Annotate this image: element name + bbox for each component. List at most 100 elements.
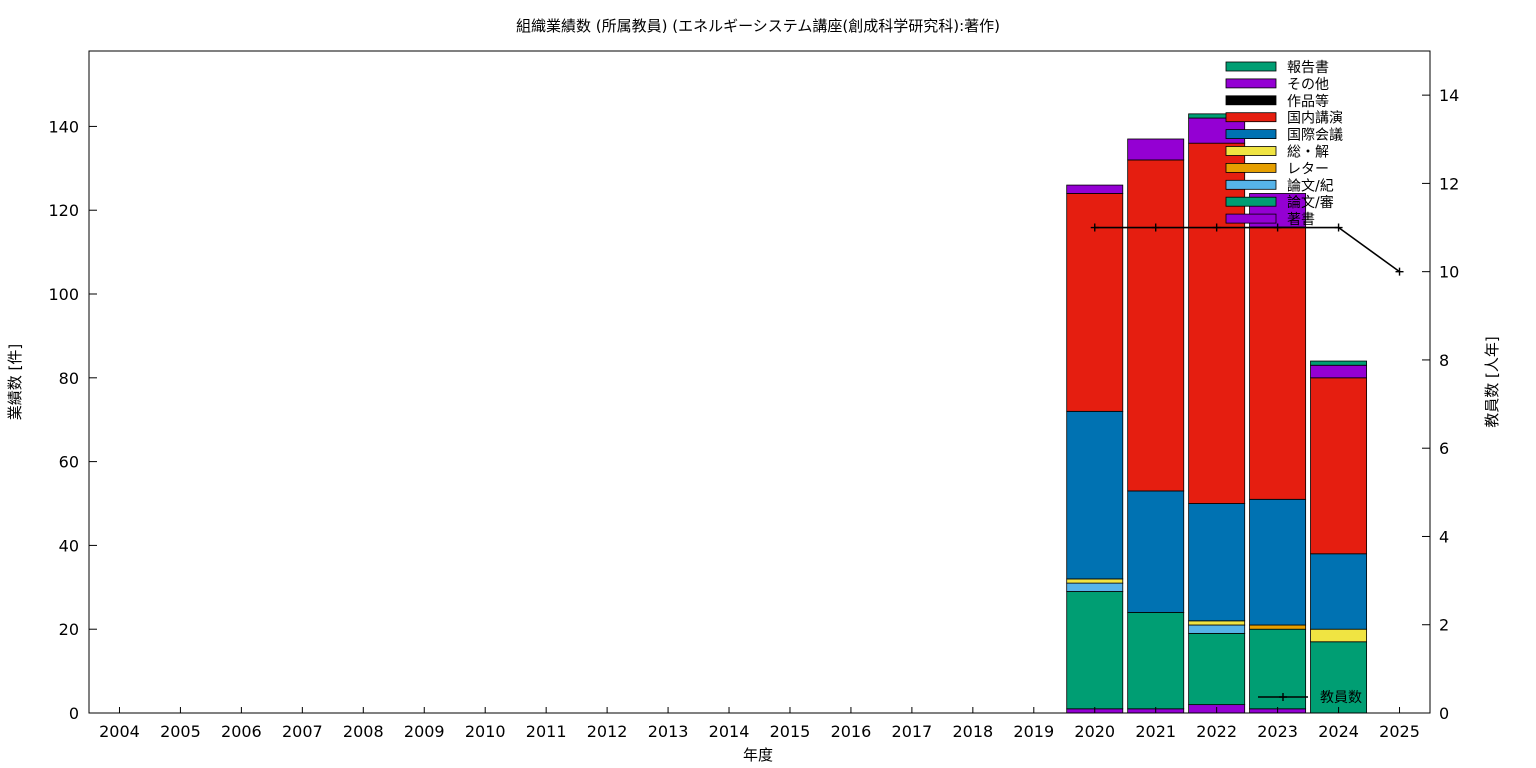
bar-segment-2023-3 bbox=[1249, 624, 1307, 630]
bar-segment-2023-1 bbox=[1249, 628, 1307, 710]
y2-tick-label-4: 4 bbox=[1439, 527, 1449, 546]
line-point-2023 bbox=[1273, 223, 1282, 232]
line-point-2024 bbox=[1334, 223, 1343, 232]
bar-segment-2023-5 bbox=[1249, 498, 1307, 626]
x-tick-label-2015: 2015 bbox=[770, 722, 811, 741]
y2-tick-label-10: 10 bbox=[1439, 263, 1459, 282]
bars-layer bbox=[1066, 113, 1368, 714]
line-point-2020 bbox=[1090, 223, 1099, 232]
line-layer bbox=[1090, 223, 1404, 276]
bar-segment-2024-9 bbox=[1310, 360, 1368, 366]
legend-swatch-1 bbox=[1225, 78, 1277, 89]
chart-title: 組織業績数 (所属教員) (エネルギーシステム講座(創成科学研究科):著作) bbox=[516, 17, 1000, 35]
x-tick-label-2014: 2014 bbox=[709, 722, 750, 741]
legend-swatch-5 bbox=[1225, 146, 1277, 156]
legend-line-label: 教員数 bbox=[1320, 690, 1362, 706]
legend-line-marker bbox=[1279, 693, 1287, 701]
y2-axis-label: 教員数 [人年] bbox=[1483, 336, 1501, 427]
x-tick-label-2006: 2006 bbox=[221, 722, 262, 741]
legend-swatch-8 bbox=[1225, 196, 1277, 207]
bar-segment-2024-6 bbox=[1310, 377, 1368, 555]
legend-label-5: 総・解 bbox=[1287, 145, 1329, 161]
x-tick-label-2018: 2018 bbox=[952, 722, 993, 741]
y-axis-label: 業績数 [件] bbox=[6, 344, 24, 420]
legend-label-0: 報告書 bbox=[1287, 60, 1329, 76]
bar-segment-2023-6 bbox=[1249, 226, 1307, 500]
legend-label-1: その他 bbox=[1287, 77, 1329, 93]
x-tick-label-2022: 2022 bbox=[1196, 722, 1237, 741]
x-tick-label-2010: 2010 bbox=[465, 722, 506, 741]
legend-swatch-6 bbox=[1225, 162, 1277, 173]
bar-segment-2022-4 bbox=[1188, 620, 1246, 626]
y-tick-label-100: 100 bbox=[48, 285, 79, 304]
line-point-2021 bbox=[1151, 223, 1160, 232]
x-tick-label-2011: 2011 bbox=[526, 722, 567, 741]
x-tick-label-2025: 2025 bbox=[1379, 722, 1420, 741]
bar-segment-2020-2 bbox=[1066, 582, 1124, 592]
bar-segment-2020-1 bbox=[1066, 591, 1124, 710]
bar-segment-2021-1 bbox=[1127, 612, 1185, 710]
x-tick-label-2020: 2020 bbox=[1074, 722, 1115, 741]
y2-tick-label-14: 14 bbox=[1439, 86, 1459, 105]
x-tick-label-2023: 2023 bbox=[1257, 722, 1298, 741]
bar-segment-2024-4 bbox=[1310, 628, 1368, 643]
bar-segment-2024-8 bbox=[1310, 364, 1368, 379]
bar-segment-2021-8 bbox=[1127, 138, 1185, 161]
x-tick-label-2004: 2004 bbox=[99, 722, 140, 741]
legend-label-9: 著書 bbox=[1287, 212, 1315, 228]
legend-label-2: 作品等 bbox=[1287, 93, 1329, 110]
x-tick-label-2013: 2013 bbox=[648, 722, 689, 741]
bar-segment-2022-2 bbox=[1188, 624, 1246, 634]
y-tick-label-120: 120 bbox=[48, 201, 79, 220]
legend-label-6: レター bbox=[1287, 161, 1329, 177]
x-tick-label-2008: 2008 bbox=[343, 722, 384, 741]
bar-segment-2024-1 bbox=[1310, 641, 1368, 714]
y-tick-label-140: 140 bbox=[48, 117, 79, 136]
bar-segment-2020-8 bbox=[1066, 184, 1124, 194]
legend-label-8: 論文/審 bbox=[1287, 195, 1334, 211]
x-tick-label-2012: 2012 bbox=[587, 722, 628, 741]
legend-swatch-7 bbox=[1225, 179, 1277, 190]
plot-frame bbox=[88, 50, 1431, 714]
y-tick-label-60: 60 bbox=[59, 453, 79, 472]
bar-segment-2022-1 bbox=[1188, 632, 1246, 706]
y-tick-label-80: 80 bbox=[59, 369, 79, 388]
y2-tick-label-12: 12 bbox=[1439, 174, 1459, 193]
y2-tick-label-6: 6 bbox=[1439, 439, 1449, 458]
legend-swatch-9 bbox=[1225, 213, 1277, 224]
line-point-2022 bbox=[1212, 223, 1221, 232]
x-tick-label-2009: 2009 bbox=[404, 722, 445, 741]
axes-layer: 0 20 40 60 80 100 120 140 0 2 4 6 8 10 12 14 2004 2005 200… bbox=[48, 50, 1459, 741]
line-series-path bbox=[1094, 226, 1400, 273]
legend-swatch-4 bbox=[1225, 129, 1277, 140]
bar-segment-2024-5 bbox=[1310, 553, 1368, 630]
x-tick-label-2021: 2021 bbox=[1135, 722, 1176, 741]
x-tick-label-2005: 2005 bbox=[160, 722, 201, 741]
x-tick-label-2024: 2024 bbox=[1318, 722, 1359, 741]
legend-label-4: 国際会議 bbox=[1287, 127, 1343, 144]
bar-segment-2020-4 bbox=[1066, 578, 1124, 584]
legend-label-7: 論文/紀 bbox=[1287, 178, 1334, 194]
x-tick-label-2019: 2019 bbox=[1013, 722, 1054, 741]
y2-tick-label-0: 0 bbox=[1439, 704, 1449, 723]
legend-swatch-0 bbox=[1225, 61, 1277, 72]
y-tick-label-20: 20 bbox=[59, 620, 79, 639]
bar-segment-2020-5 bbox=[1066, 410, 1124, 580]
y-tick-label-40: 40 bbox=[59, 536, 79, 555]
x-tick-label-2016: 2016 bbox=[831, 722, 872, 741]
bar-segment-2021-5 bbox=[1127, 490, 1185, 613]
y2-tick-label-2: 2 bbox=[1439, 616, 1449, 635]
x-tick-label-2017: 2017 bbox=[892, 722, 933, 741]
legend-label-3: 国内講演 bbox=[1287, 111, 1343, 127]
bar-segment-2022-5 bbox=[1188, 503, 1246, 622]
line-point-2025 bbox=[1395, 267, 1404, 276]
x-axis-label: 年度 bbox=[743, 746, 773, 764]
legend-swatch-2 bbox=[1225, 95, 1277, 106]
legend-swatch-3 bbox=[1225, 112, 1277, 123]
bar-segment-2021-6 bbox=[1127, 159, 1185, 492]
y2-tick-label-8: 8 bbox=[1439, 351, 1449, 370]
x-tick-label-2007: 2007 bbox=[282, 722, 323, 741]
y-tick-label-0: 0 bbox=[69, 704, 79, 723]
